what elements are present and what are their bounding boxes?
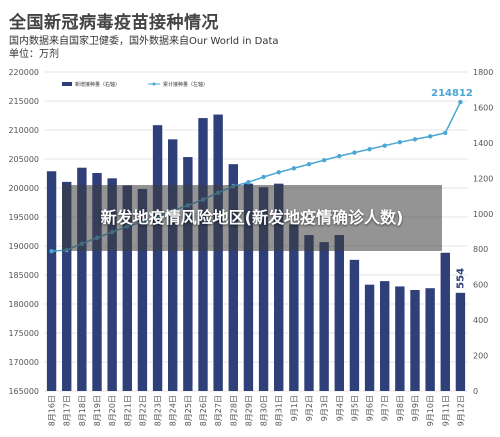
data-label-cumulative: 214812 — [431, 88, 473, 99]
bar-23 — [395, 286, 404, 391]
left-tick-10: 215000 — [8, 97, 39, 106]
bar-27 — [456, 293, 465, 391]
right-tick-0: 0 — [473, 387, 478, 396]
bar-20 — [350, 260, 359, 391]
bar-19 — [335, 235, 344, 391]
x-tick-16: 9月1日 — [290, 395, 299, 421]
left-tick-1: 170000 — [8, 358, 39, 367]
x-tick-9: 8月25日 — [184, 395, 193, 426]
x-tick-18: 9月3日 — [320, 395, 329, 421]
bar-11 — [213, 115, 222, 391]
cumulative-point-16 — [292, 166, 296, 170]
left-tick-3: 180000 — [8, 300, 39, 309]
right-axis-ticks: 0 200 400 600 800 1000 1200 1400 1600 1800 — [473, 68, 493, 396]
x-tick-15: 8月31日 — [275, 395, 284, 426]
x-tick-6: 8月22日 — [138, 395, 147, 426]
bar-0 — [47, 171, 56, 391]
bar-18 — [319, 242, 328, 391]
legend-label-line: 累计接种量（左轴） — [163, 81, 208, 88]
left-tick-8: 205000 — [8, 155, 39, 164]
left-tick-0: 165000 — [8, 387, 39, 396]
legend-swatch-bar — [62, 82, 72, 86]
cumulative-point-17 — [307, 162, 311, 166]
cumulative-point-23 — [398, 140, 402, 144]
left-axis-ticks: 165000 170000 175000 180000 185000 190000 1950… — [8, 68, 39, 396]
bar-21 — [365, 285, 374, 391]
right-tick-3: 600 — [473, 281, 488, 290]
x-tick-10: 8月26日 — [199, 395, 208, 426]
x-tick-27: 9月12日 — [456, 395, 465, 426]
x-tick-5: 8月21日 — [123, 395, 132, 426]
legend-label-bar: 新增接种量（右轴） — [75, 81, 120, 88]
x-tick-19: 9月4日 — [335, 395, 344, 421]
x-tick-25: 9月10日 — [426, 395, 435, 426]
cumulative-point-19 — [337, 154, 341, 158]
x-tick-22: 9月7日 — [381, 395, 390, 421]
cumulative-point-13 — [246, 180, 250, 184]
x-tick-3: 8月19日 — [93, 395, 102, 426]
legend-swatch-dot — [153, 83, 156, 86]
right-tick-5: 1000 — [473, 210, 493, 219]
left-tick-2: 175000 — [8, 329, 39, 338]
cumulative-point-25 — [428, 134, 432, 138]
cumulative-point-22 — [383, 143, 387, 147]
right-tick-6: 1200 — [473, 174, 493, 183]
x-tick-24: 9月9日 — [411, 395, 420, 421]
x-axis-labels: 8月16日 8月17日 8月18日 8月19日 8月20日 8月21日 8月22日 8月23日… — [48, 395, 466, 426]
bar-8 — [168, 139, 177, 391]
cumulative-point-27 — [458, 100, 462, 104]
cumulative-point-21 — [367, 147, 371, 151]
bar-22 — [380, 281, 389, 391]
right-tick-1: 200 — [473, 352, 488, 361]
x-tick-26: 9月11日 — [441, 395, 450, 426]
bar-24 — [410, 290, 419, 391]
x-tick-0: 8月16日 — [48, 395, 57, 426]
left-tick-11: 220000 — [8, 68, 39, 77]
x-tick-1: 8月17日 — [63, 395, 72, 426]
cumulative-point-14 — [261, 175, 265, 179]
right-tick-9: 1800 — [473, 68, 493, 77]
left-tick-6: 195000 — [8, 213, 39, 222]
bars — [47, 115, 465, 391]
x-tick-12: 8月28日 — [229, 395, 238, 426]
right-tick-7: 1400 — [473, 139, 493, 148]
right-tick-8: 1600 — [473, 103, 493, 112]
x-tick-21: 9月6日 — [366, 395, 375, 421]
bar-25 — [425, 288, 434, 391]
bar-10 — [198, 118, 207, 391]
bar-17 — [304, 235, 313, 391]
cumulative-point-0 — [49, 249, 53, 253]
x-tick-11: 8月27日 — [214, 395, 223, 426]
left-tick-5: 190000 — [8, 242, 39, 251]
cumulative-point-24 — [413, 137, 417, 141]
cumulative-point-15 — [277, 170, 281, 174]
bar-7 — [153, 125, 162, 391]
left-tick-9: 210000 — [8, 126, 39, 135]
x-tick-20: 9月5日 — [350, 395, 359, 421]
right-tick-4: 800 — [473, 245, 488, 254]
cumulative-point-20 — [352, 150, 356, 154]
x-tick-13: 8月29日 — [244, 395, 253, 426]
right-tick-2: 400 — [473, 316, 488, 325]
data-label-new: 554 — [455, 268, 466, 289]
left-tick-7: 200000 — [8, 184, 39, 193]
x-tick-2: 8月18日 — [78, 395, 87, 426]
bar-26 — [441, 253, 450, 391]
caption-text: 新发地疫情风险地区(新发地疫情确诊人数) — [87, 206, 417, 230]
x-tick-14: 8月30日 — [260, 395, 269, 426]
x-tick-4: 8月20日 — [108, 395, 117, 426]
cumulative-point-18 — [322, 158, 326, 162]
x-tick-17: 9月2日 — [305, 395, 314, 421]
x-tick-23: 9月8日 — [396, 395, 405, 421]
x-tick-7: 8月23日 — [154, 395, 163, 426]
x-tick-8: 8月24日 — [169, 395, 178, 426]
left-tick-4: 185000 — [8, 271, 39, 280]
cumulative-point-26 — [443, 131, 447, 135]
legend: 新增接种量（右轴） 累计接种量（左轴） — [62, 81, 208, 88]
caption-overlay: 新发地疫情风险地区(新发地疫情确诊人数) — [62, 185, 442, 251]
